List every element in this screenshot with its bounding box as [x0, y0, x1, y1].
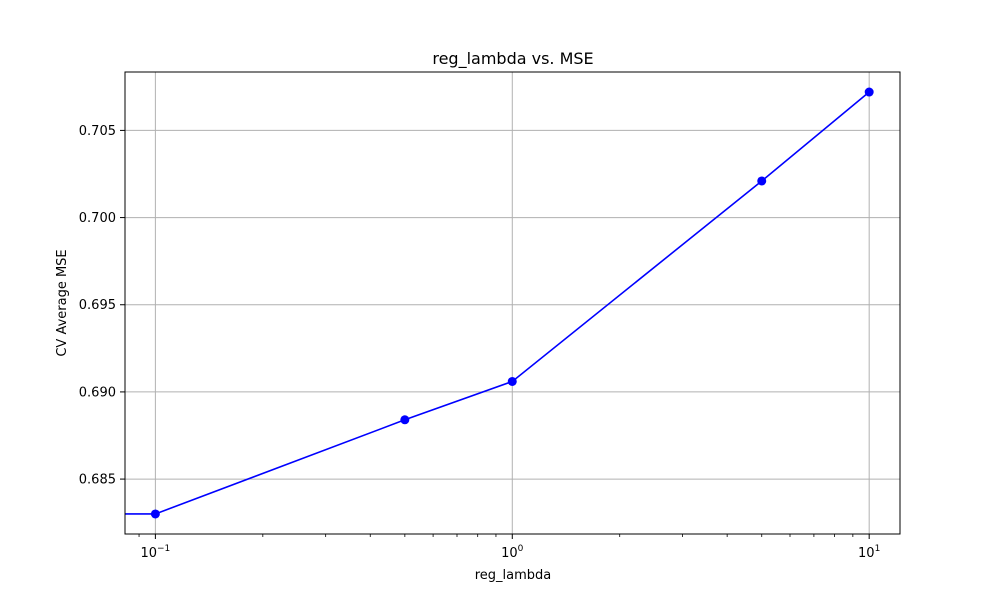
y-tick-label: 0.695	[79, 298, 116, 313]
data-point	[864, 87, 874, 97]
y-tick-label: 0.700	[79, 211, 116, 226]
tick-layer: 10−1 100 101 0.685 0.690 0.695 0.700 0.705	[79, 124, 881, 561]
chart-title: reg_lambda vs. MSE	[432, 49, 593, 69]
y-tick-label: 0.690	[79, 385, 116, 400]
data-point	[400, 415, 410, 425]
data-point	[150, 509, 160, 519]
data-point	[507, 376, 517, 386]
data-point	[757, 176, 767, 186]
x-axis-label: reg_lambda	[475, 568, 552, 583]
series-layer	[125, 87, 874, 519]
x-tick-label: 100	[501, 544, 524, 561]
grid-lines	[125, 72, 900, 534]
series-line	[125, 91, 870, 515]
y-tick-label: 0.685	[79, 473, 116, 488]
y-tick-label: 0.705	[79, 124, 116, 139]
y-axis-label: CV Average MSE	[55, 249, 70, 356]
x-tick-label: 101	[858, 544, 880, 561]
x-tick-label: 10−1	[140, 544, 170, 561]
